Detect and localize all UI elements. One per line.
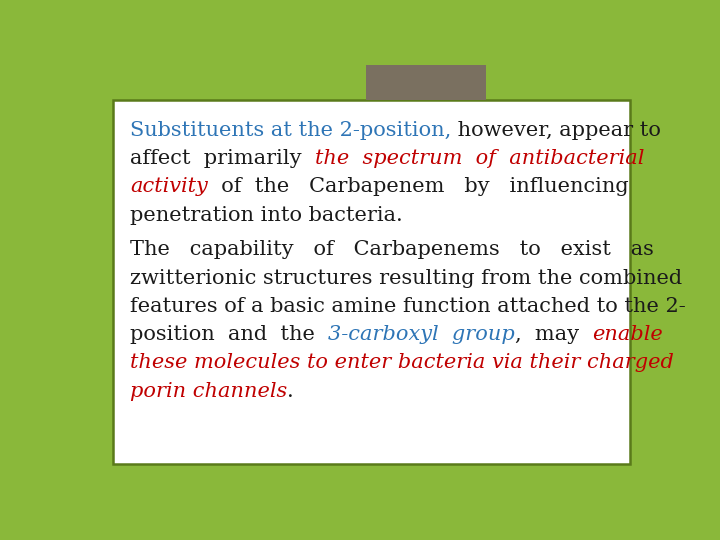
Text: however, appear to: however, appear to (451, 121, 661, 140)
Text: activity: activity (130, 178, 208, 197)
Text: features of a basic amine function attached to the 2-: features of a basic amine function attac… (130, 297, 686, 316)
Text: 3-carboxyl  group: 3-carboxyl group (328, 325, 515, 344)
Text: porin channels: porin channels (130, 382, 287, 401)
Text: position  and  the: position and the (130, 325, 328, 344)
Text: of  the   Carbapenem   by   influencing: of the Carbapenem by influencing (208, 178, 629, 197)
FancyBboxPatch shape (114, 100, 629, 464)
Text: .: . (287, 382, 294, 401)
Text: The   capability   of   Carbapenems   to   exist   as: The capability of Carbapenems to exist a… (130, 240, 654, 259)
Bar (366, 65, 486, 100)
Text: ,  may: , may (515, 325, 593, 344)
Text: affect  primarily: affect primarily (130, 149, 315, 168)
Text: enable: enable (593, 325, 663, 344)
Text: zwitterionic structures resulting from the combined: zwitterionic structures resulting from t… (130, 268, 683, 287)
Text: these molecules to enter bacteria via their charged: these molecules to enter bacteria via th… (130, 353, 674, 373)
Text: the  spectrum  of  antibacterial: the spectrum of antibacterial (315, 149, 644, 168)
Text: Substituents at the 2-position,: Substituents at the 2-position, (130, 121, 451, 140)
Text: penetration into bacteria.: penetration into bacteria. (130, 206, 403, 225)
